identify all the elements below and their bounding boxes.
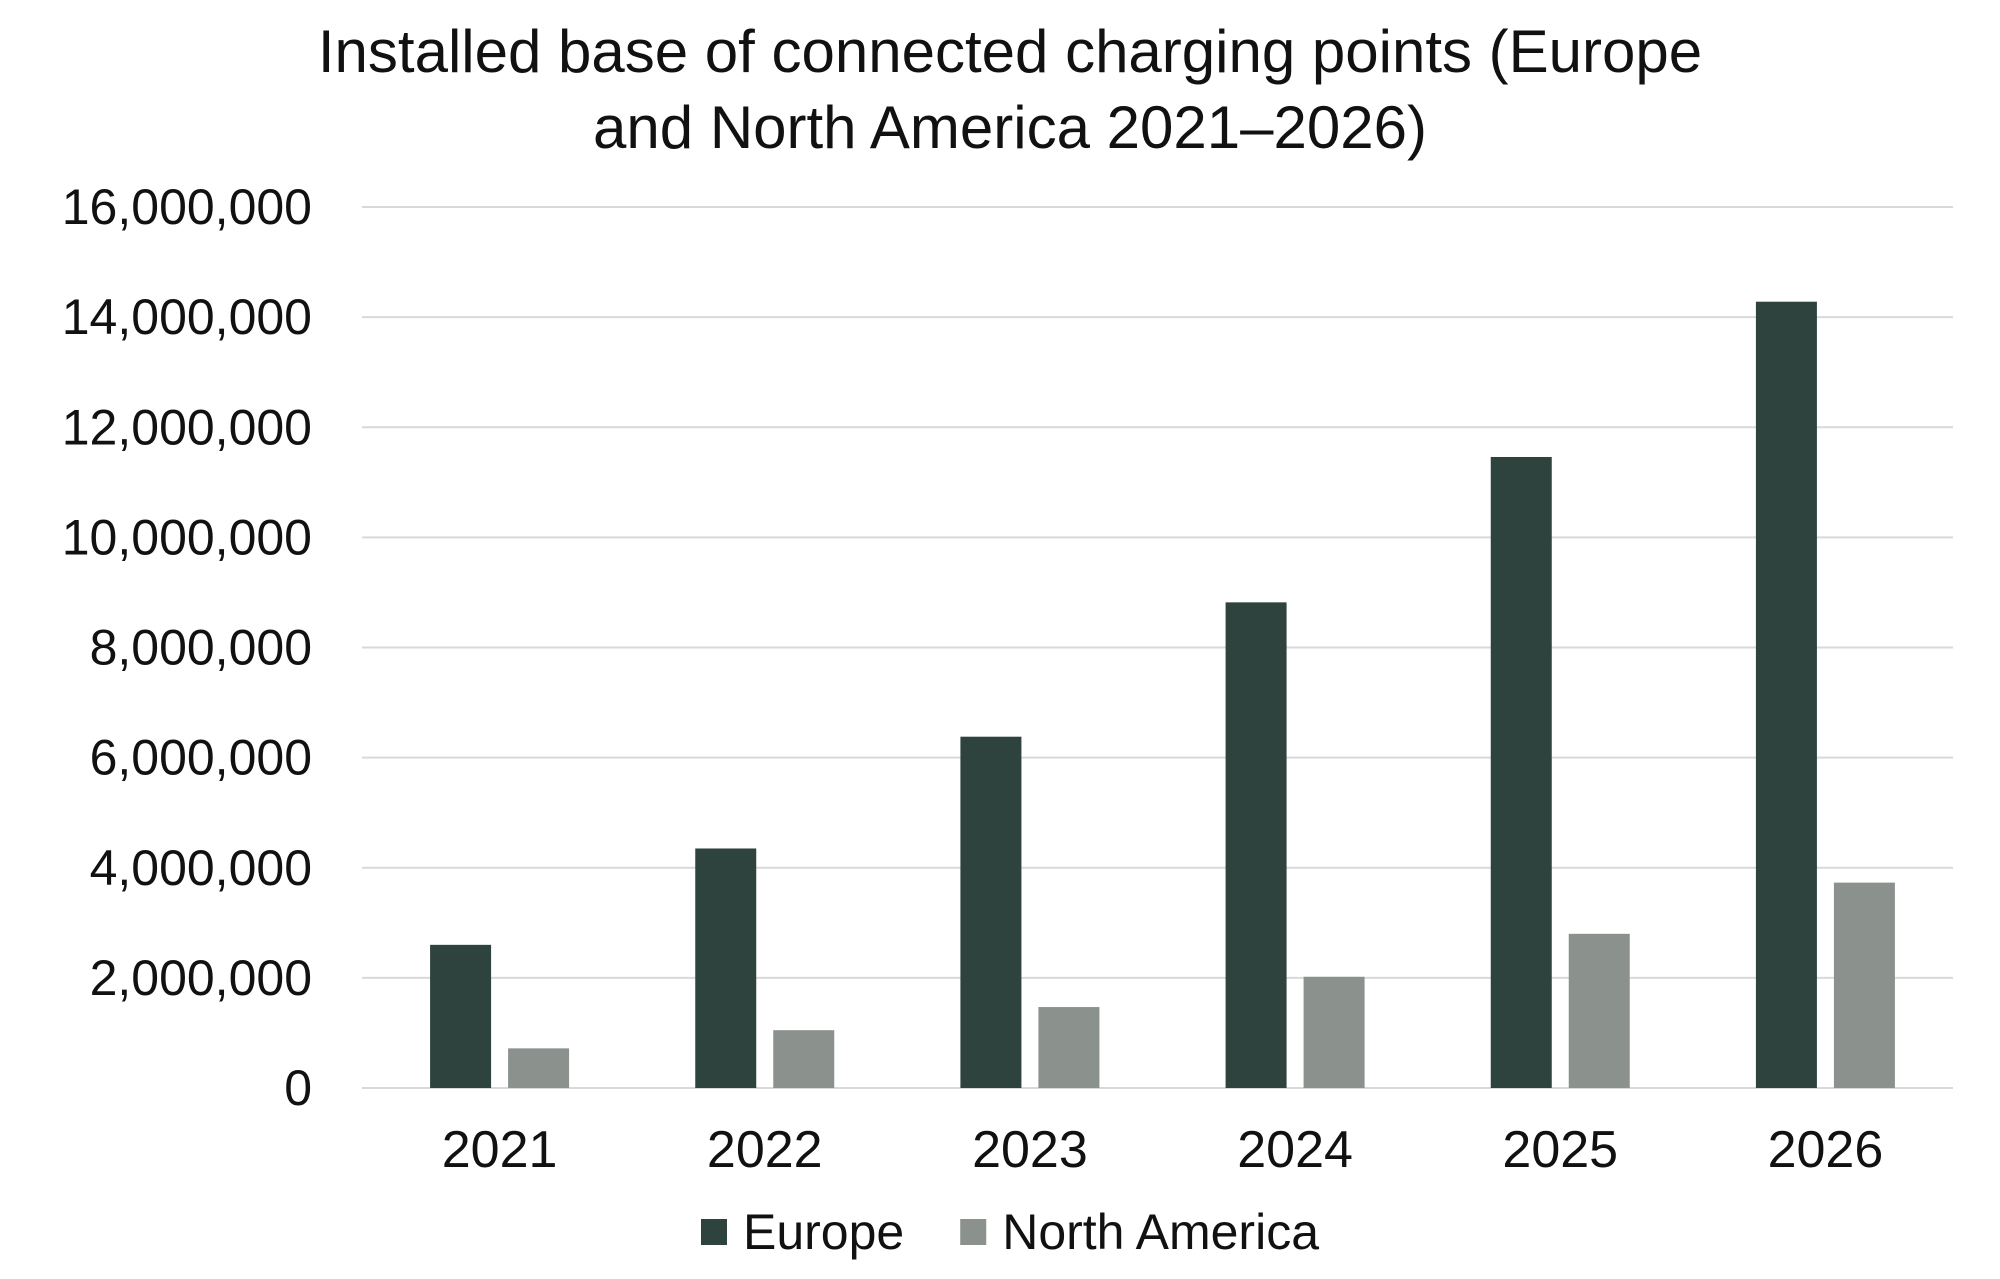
x-tick-label: 2022 [707,1121,823,1179]
legend-item-europe: Europe [700,1204,904,1260]
bar-europe-2026 [1755,301,1817,1088]
x-tick-label: 2023 [972,1121,1088,1179]
y-tick-label: 14,000,000 [62,289,312,345]
y-tick-label: 0 [284,1060,312,1116]
legend-item-north-america: North America [960,1204,1319,1260]
bar-europe-2021 [430,944,492,1088]
y-axis-tick-labels: 0 2,000,000 4,000,000 6,000,000 8,000,000 10,… [62,179,312,1116]
bar-europe-2025 [1490,456,1552,1088]
legend: Europe North America [700,1204,1319,1260]
x-tick-label: 2025 [1502,1121,1618,1179]
x-tick-label: 2021 [442,1121,558,1179]
bar-europe-2024 [1225,602,1287,1088]
chart-title-line-1: Installed base of connected charging poi… [318,18,1702,85]
bar-north-america-2023 [1038,1007,1100,1088]
bar-north-america-2025 [1568,933,1630,1088]
y-tick-label: 8,000,000 [90,620,312,676]
y-tick-label: 12,000,000 [62,399,312,455]
y-tick-label: 16,000,000 [62,179,312,235]
y-tick-label: 10,000,000 [62,509,312,565]
bar-europe-2023 [960,736,1022,1088]
x-tick-label: 2024 [1237,1121,1353,1179]
bar-europe-2022 [695,848,757,1088]
chart-title-line-2: and North America 2021–2026) [593,94,1427,161]
bar-north-america-2024 [1303,976,1365,1088]
legend-swatch [700,1219,727,1245]
gridlines [362,206,1953,1089]
legend-swatch [960,1219,987,1245]
legend-label: Europe [743,1204,904,1260]
y-tick-label: 4,000,000 [90,840,312,896]
bars [430,301,1895,1088]
x-tick-label: 2026 [1768,1121,1884,1179]
legend-label: North America [1002,1204,1319,1260]
bar-north-america-2022 [773,1030,835,1088]
x-axis-tick-labels: 2021 2022 2023 2024 2025 2026 [442,1121,1884,1179]
bar-north-america-2026 [1833,882,1895,1088]
y-tick-label: 6,000,000 [90,730,312,786]
bar-north-america-2021 [508,1048,570,1088]
y-tick-label: 2,000,000 [90,950,312,1006]
